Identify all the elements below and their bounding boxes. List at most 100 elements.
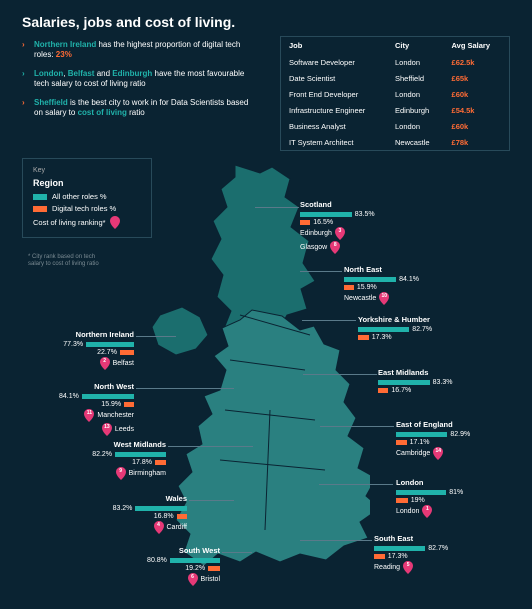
key-ranking-row: Cost of living ranking* [33,216,141,229]
region-label: West Midlands82.2%17.8%Birmingham9 [76,440,166,480]
city-row: London1 [396,505,486,518]
bullet-text: Sheffield [34,98,68,107]
pin-icon: 3 [335,227,345,240]
bar-digital-fill [177,514,187,519]
bullet-item: ›Sheffield is the best city to work in f… [22,98,257,119]
leader-line [222,552,252,553]
city-name: Newcastle [344,295,376,302]
key-digital-swatch [33,206,47,212]
region-name: South West [130,546,220,555]
bar-all-fill [135,506,187,511]
bar-all: 80.8% [130,557,220,564]
bullet-text: ratio [127,108,145,117]
leader-line [189,500,234,501]
region-label: North East84.1%15.9%Newcastle10 [344,265,434,305]
bar-all-fill [378,380,430,385]
region-label: Yorkshire & Humber82.7%17.3% [358,315,448,342]
pin-icon: 9 [116,467,126,480]
city-name: Glasgow [300,244,327,251]
leader-line [300,271,342,272]
col-job: Job [289,41,395,50]
bar-digital-value: 17.8% [132,459,152,466]
chevron-icon: › [22,69,25,79]
bar-all: 83.5% [300,211,390,218]
city-row: Bristol6 [130,573,220,586]
cell-job: Date Scientist [289,74,395,83]
cell-job: Front End Developer [289,90,395,99]
bar-digital-fill [396,498,408,503]
chevron-icon: › [22,40,25,50]
city-row: Belfast2 [44,357,134,370]
pin-icon: 1 [422,505,432,518]
bar-digital-fill [374,554,385,559]
leader-line [136,336,176,337]
key-all-swatch [33,194,47,200]
region-label: East Midlands83.3%16.7% [378,368,468,395]
city-row: Cardiff4 [97,521,187,534]
bar-all-value: 82.9% [450,431,470,438]
bar-all: 82.2% [76,451,166,458]
leader-line [136,388,234,389]
bar-digital-fill [155,460,166,465]
bar-all-value: 83.2% [113,505,133,512]
bar-all: 81% [396,489,486,496]
bar-digital: 16.7% [378,387,468,394]
bullet-list: ›Northern Ireland has the highest propor… [22,40,257,126]
bar-digital-fill [344,285,354,290]
bar-digital-fill [396,440,407,445]
city-row: Manchester11 [44,409,134,422]
key-region-label: Region [33,178,141,188]
footnote: * City rank based on tech salary to cost… [28,254,108,268]
bar-all: 82.7% [374,545,464,552]
table-header: Job City Avg Salary [281,37,509,54]
bullet-text: cost of living [78,108,127,117]
city-row: Leeds13 [44,423,134,436]
region-name: Northern Ireland [44,330,134,339]
pin-icon: 11 [84,409,94,422]
bar-all-fill [170,558,220,563]
key-all-label: All other roles % [52,192,107,201]
bullet-text: Edinburgh [112,69,152,78]
bar-digital-value: 15.9% [101,401,121,408]
bar-all-fill [358,327,409,332]
bar-all: 84.1% [344,276,434,283]
bullet-text: and [94,69,112,78]
region-name: South East [374,534,464,543]
city-name: Birmingham [129,470,166,477]
bar-digital: 22.7% [44,349,134,356]
bar-digital-value: 15.9% [357,284,377,291]
bar-digital-fill [120,350,134,355]
region-name: North West [44,382,134,391]
cell-job: Business Analyst [289,122,395,131]
bar-all-value: 84.1% [399,276,419,283]
city-row: Cambridge14 [396,447,486,460]
bar-all-fill [86,342,134,347]
pin-icon: 5 [403,561,413,574]
bar-all-value: 82.7% [412,326,432,333]
bar-digital-fill [358,335,369,340]
table-row: Date ScientistSheffield£65k [281,70,509,86]
cell-salary: £54.5k [452,106,501,115]
region-name: North East [344,265,434,274]
pin-icon: 14 [433,447,443,460]
key-digital-label: Digital tech roles % [52,204,116,213]
bar-digital-fill [378,388,388,393]
leader-line [300,540,372,541]
table-row: Infrastructure EngineerEdinburgh£54.5k [281,102,509,118]
bar-digital: 16.8% [97,513,187,520]
bar-all: 82.9% [396,431,486,438]
bullet-text: London [34,69,63,78]
city-name: Reading [374,564,400,571]
bar-digital: 17.3% [358,334,448,341]
pin-icon [110,216,120,229]
pin-icon: 8 [330,241,340,254]
leader-line [168,446,253,447]
cell-job: Infrastructure Engineer [289,106,395,115]
region-label: Scotland83.5%16.5%Edinburgh3Glasgow8 [300,200,390,254]
bullet-text: Northern Ireland [34,40,96,49]
key-all-row: All other roles % [33,192,141,201]
page-title: Salaries, jobs and cost of living. [22,14,235,30]
bar-all-fill [82,394,134,399]
city-name: Belfast [113,360,134,367]
col-salary: Avg Salary [452,41,501,50]
